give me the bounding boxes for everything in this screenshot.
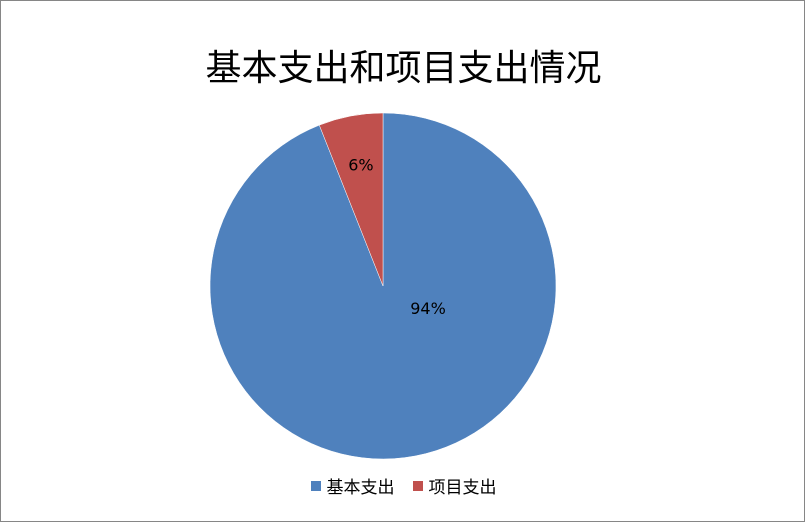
- legend: 基本支出 项目支出: [1, 473, 805, 498]
- legend-item-project: 项目支出: [412, 473, 497, 498]
- pie-slice-1: [318, 112, 384, 287]
- legend-swatch: [412, 480, 423, 491]
- data-label-1: 6%: [348, 155, 373, 174]
- legend-item-basic: 基本支出: [310, 473, 395, 498]
- legend-label: 项目支出: [428, 478, 497, 498]
- data-label-0: 94%: [410, 299, 446, 318]
- legend-label: 基本支出: [326, 478, 395, 498]
- chart-title: 基本支出和项目支出情况: [205, 48, 602, 89]
- legend-swatch: [310, 480, 321, 491]
